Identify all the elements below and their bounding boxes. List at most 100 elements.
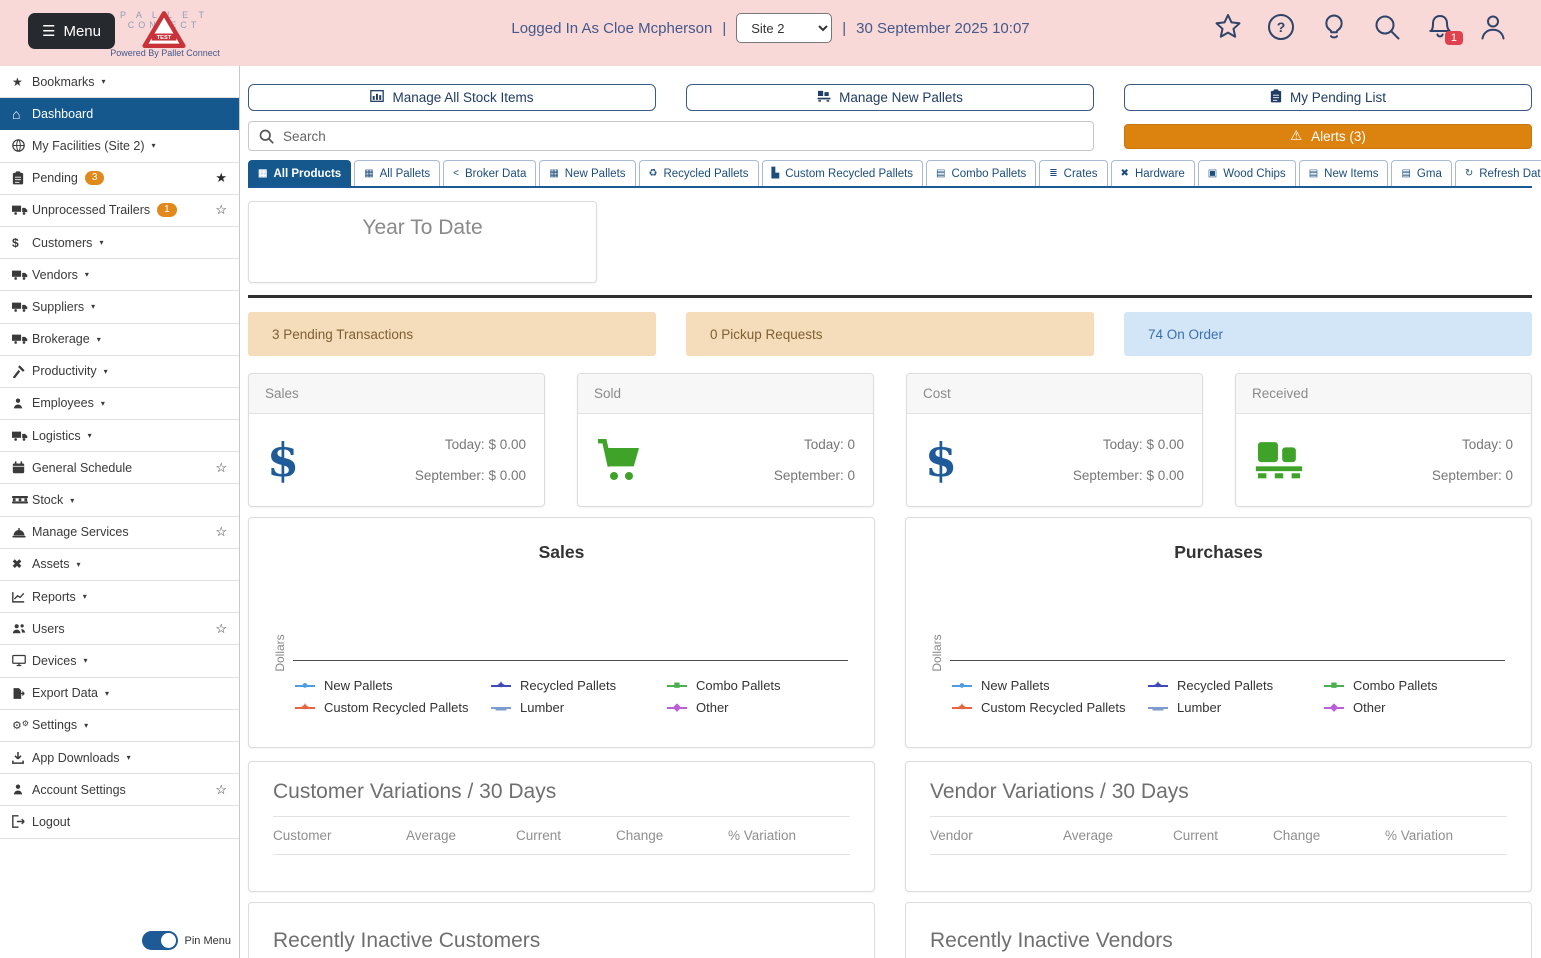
chevron-down-icon: ▾ — [82, 592, 87, 602]
sidebar-item-suppliers[interactable]: Suppliers ▾ — [0, 291, 239, 324]
sidebar-item-manage-services[interactable]: Manage Services ☆ — [0, 516, 239, 549]
favorite-star-icon[interactable]: ☆ — [215, 524, 227, 540]
tab-all-products[interactable]: ▦ All Products — [248, 160, 352, 186]
legend-item[interactable]: ✦ Custom Recycled Pallets — [952, 700, 1148, 715]
on-order-banner[interactable]: 74 On Order — [1124, 312, 1532, 356]
person-icon — [12, 397, 32, 410]
sidebar-item-stock[interactable]: Stock ▾ — [0, 484, 239, 517]
warning-icon: ⚠ — [1290, 128, 1303, 143]
legend-item[interactable]: ✦ Recycled Pallets — [491, 678, 667, 693]
legend-item[interactable]: ◆ Other — [667, 700, 858, 715]
lightbulb-icon[interactable] — [1318, 11, 1350, 43]
truck-icon — [12, 269, 32, 281]
legend-item[interactable]: ■ Combo Pallets — [1324, 678, 1515, 693]
pending-transactions-banner[interactable]: 3 Pending Transactions — [248, 312, 656, 356]
tab-recycled-pallets[interactable]: ♻ Recycled Pallets — [638, 160, 759, 186]
received-stat-card: Received Today: 0 September: 0 — [1235, 373, 1532, 507]
card-title: Customer Variations / 30 Days — [273, 780, 557, 803]
legend-item[interactable]: ◆ Other — [1324, 700, 1515, 715]
star-icon: ★ — [12, 74, 23, 89]
sidebar-item-employees[interactable]: Employees ▾ — [0, 387, 239, 421]
legend-marker-icon: ◆ — [1324, 701, 1344, 714]
legend-item[interactable]: ● New Pallets — [952, 678, 1148, 693]
card-title: Vendor Variations / 30 Days — [930, 780, 1189, 803]
sidebar-item-account-settings[interactable]: Account Settings ☆ — [0, 774, 239, 807]
tab-new-items[interactable]: ▤ New Items — [1298, 160, 1389, 186]
help-icon[interactable]: ? — [1265, 11, 1297, 43]
legend-marker-icon: ✦ — [952, 701, 972, 714]
search-input[interactable] — [283, 128, 1083, 144]
search-icon[interactable] — [1371, 11, 1403, 43]
tab-broker-data[interactable]: < Broker Data — [443, 160, 537, 186]
sidebar-item-brokerage[interactable]: Brokerage ▾ — [0, 323, 239, 356]
legend-marker-icon: ✦ — [295, 701, 315, 714]
stat-card-title: Sold — [578, 374, 873, 414]
manage-new-pallets-button[interactable]: Manage New Pallets — [686, 84, 1094, 111]
tab-crates[interactable]: ≣ Crates — [1039, 160, 1108, 186]
year-to-date-card: Year To Date — [248, 201, 597, 283]
favorites-star-icon[interactable] — [1212, 11, 1244, 43]
pallet-icon — [12, 495, 32, 505]
legend-item[interactable]: ✦ Custom Recycled Pallets — [295, 700, 491, 715]
tab-all-pallets[interactable]: ▦ All Pallets — [354, 160, 441, 186]
favorite-star-icon[interactable]: ☆ — [215, 202, 227, 218]
legend-item[interactable]: ✦ Recycled Pallets — [1148, 678, 1324, 693]
user-profile-icon[interactable] — [1477, 11, 1509, 43]
tab-combo-pallets[interactable]: ▤ Combo Pallets — [926, 160, 1037, 186]
sidebar-item-bookmarks[interactable]: ★ Bookmarks ▾ — [0, 66, 239, 99]
favorite-star-icon[interactable]: ☆ — [215, 459, 227, 475]
legend-marker-icon: ■ — [1324, 679, 1344, 692]
pin-menu-label: Pin Menu — [184, 934, 231, 947]
alerts-button[interactable]: ⚠ Alerts (3) — [1124, 123, 1532, 149]
top-header: ☰ Menu P A L L E T CONNECT TEST Powered … — [0, 0, 1541, 66]
sidebar-item-logistics[interactable]: Logistics ▾ — [0, 420, 239, 453]
sidebar-item-export-data[interactable]: Export Data ▾ — [0, 677, 239, 710]
favorite-star-icon[interactable]: ☆ — [215, 620, 227, 636]
sidebar-item-productivity[interactable]: Productivity ▾ — [0, 355, 239, 388]
notifications-bell-icon[interactable]: 1 — [1424, 11, 1463, 45]
legend-item[interactable]: ■ Combo Pallets — [667, 678, 858, 693]
custom-pallet-icon: ▙ — [771, 168, 780, 179]
tab-gma[interactable]: ▤ Gma — [1391, 160, 1452, 186]
search-icon — [259, 129, 274, 144]
pickup-requests-banner[interactable]: 0 Pickup Requests — [686, 312, 1094, 356]
tab-new-pallets[interactable]: ▦ New Pallets — [539, 160, 636, 186]
favorite-star-icon[interactable]: ★ — [215, 170, 227, 186]
menu-button[interactable]: ☰ Menu — [28, 13, 115, 49]
sidebar-item-general-schedule[interactable]: General Schedule ☆ — [0, 452, 239, 485]
stat-card-title: Received — [1236, 374, 1531, 414]
tab-hardware[interactable]: ✖ Hardware — [1110, 160, 1195, 186]
sidebar-item-app-downloads[interactable]: App Downloads ▾ — [0, 741, 239, 775]
sidebar-item-dashboard[interactable]: ⌂ Dashboard — [0, 98, 239, 131]
sidebar-item-my-facilities[interactable]: My Facilities (Site 2) ▾ — [0, 130, 239, 163]
refresh-icon: ↻ — [1464, 168, 1474, 179]
sidebar-item-vendors[interactable]: Vendors ▾ — [0, 259, 239, 292]
refresh-data-button[interactable]: ↻ Refresh Data — [1454, 160, 1541, 186]
site-select[interactable]: Site 2 — [736, 13, 833, 43]
legend-item[interactable]: ● New Pallets — [295, 678, 491, 693]
share-icon: < — [453, 168, 459, 179]
recently-inactive-customers-card: Recently Inactive Customers — [248, 902, 875, 958]
sidebar-item-assets[interactable]: ✖ Assets ▾ — [0, 548, 239, 581]
stat-value: $ 0.00 — [1146, 468, 1184, 483]
favorite-star-icon[interactable]: ☆ — [215, 781, 227, 797]
sidebar-item-unprocessed-trailers[interactable]: Unprocessed Trailers 1 ☆ — [0, 194, 239, 227]
legend-item[interactable]: ▬ Lumber — [491, 700, 667, 715]
stat-card-title: Cost — [907, 374, 1202, 414]
chevron-down-icon: ▾ — [84, 270, 89, 280]
sidebar-item-logout[interactable]: Logout — [0, 806, 239, 839]
my-pending-list-button[interactable]: My Pending List — [1124, 84, 1532, 111]
sidebar-item-pending[interactable]: Pending 3 ★ — [0, 162, 239, 195]
manage-all-stock-items-button[interactable]: Manage All Stock Items — [248, 84, 656, 111]
sidebar-item-settings[interactable]: ⚙ ⚙ Settings ▾ — [0, 709, 239, 742]
sidebar-item-customers[interactable]: $ Customers ▾ — [0, 226, 239, 260]
sidebar-item-devices[interactable]: Devices ▾ — [0, 645, 239, 678]
sidebar-item-users[interactable]: Users ☆ — [0, 613, 239, 646]
sidebar-item-reports[interactable]: Reports ▾ — [0, 581, 239, 614]
hamburger-icon: ☰ — [42, 23, 56, 40]
pin-menu-toggle[interactable] — [141, 931, 178, 950]
tab-custom-recycled-pallets[interactable]: ▙ Custom Recycled Pallets — [761, 160, 924, 186]
legend-item[interactable]: ▬ Lumber — [1148, 700, 1324, 715]
pending-count-badge: 3 — [84, 171, 105, 186]
tab-wood-chips[interactable]: ▣ Wood Chips — [1197, 160, 1296, 186]
